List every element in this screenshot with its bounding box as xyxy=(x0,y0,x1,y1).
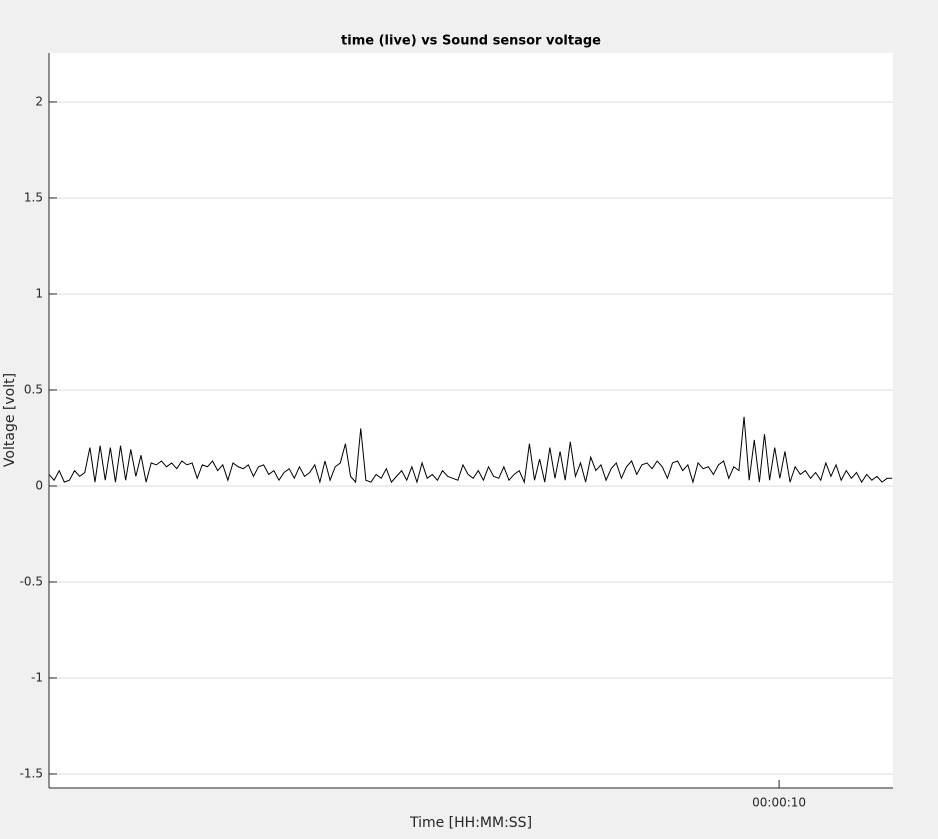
y-tick-label: -1.5 xyxy=(20,766,43,780)
y-axis-label: Voltage [volt] xyxy=(2,373,18,467)
grid xyxy=(49,101,893,788)
x-tick-label: 00:00:10 xyxy=(752,796,806,810)
y-tick-label: 1.5 xyxy=(24,190,43,204)
x-axis-label: Time [HH:MM:SS] xyxy=(409,815,532,831)
y-tick-label: 0.5 xyxy=(24,382,43,396)
plot-area xyxy=(49,53,893,788)
data-line xyxy=(48,416,893,485)
chart-title: time (live) vs Sound sensor voltage xyxy=(341,34,601,49)
y-tick-label: 2 xyxy=(35,94,43,108)
y-tick-label: -0.5 xyxy=(20,574,43,588)
y-tick-label: 0 xyxy=(35,478,43,492)
y-tick-label: 1 xyxy=(35,286,43,300)
marks xyxy=(48,416,893,485)
y-tick-label: -1 xyxy=(31,670,43,684)
